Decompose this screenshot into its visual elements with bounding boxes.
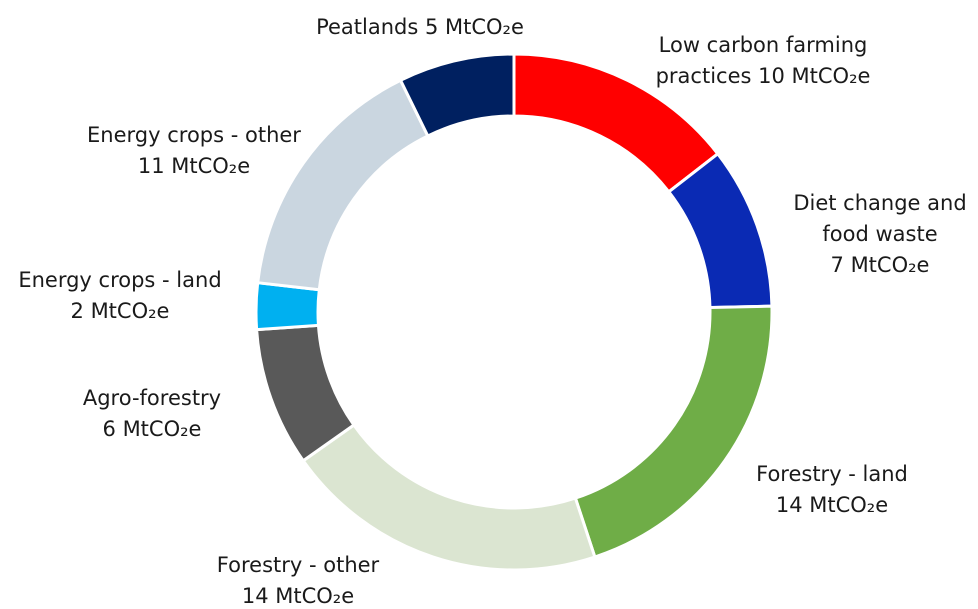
label-agro-forestry: Agro-forestry 6 MtCO₂e (83, 386, 221, 441)
label-diet-change-and-food-waste: Diet change and food waste 7 MtCO₂e (793, 191, 966, 277)
label-energy-crops-land: Energy crops - land 2 MtCO₂e (18, 268, 221, 323)
label-forestry-other: Forestry - other 14 MtCO₂e (217, 553, 380, 608)
slice-peatlands (398, 52, 516, 138)
label-peatlands: Peatlands 5 MtCO₂e (316, 15, 524, 39)
slice-energy-crops-other (256, 78, 430, 292)
label-forestry-land: Forestry - land 14 MtCO₂e (756, 462, 908, 517)
slice-forestry-land (573, 304, 774, 559)
label-energy-crops-other: Energy crops - other 11 MtCO₂e (87, 123, 301, 178)
slice-forestry-other (301, 422, 597, 572)
label-low-carbon-farming-practices: Low carbon farming practices 10 MtCO₂e (656, 33, 871, 88)
donut-slices (254, 52, 774, 572)
slice-labels: Low carbon farming practices 10 MtCO₂e Die… (18, 15, 966, 608)
